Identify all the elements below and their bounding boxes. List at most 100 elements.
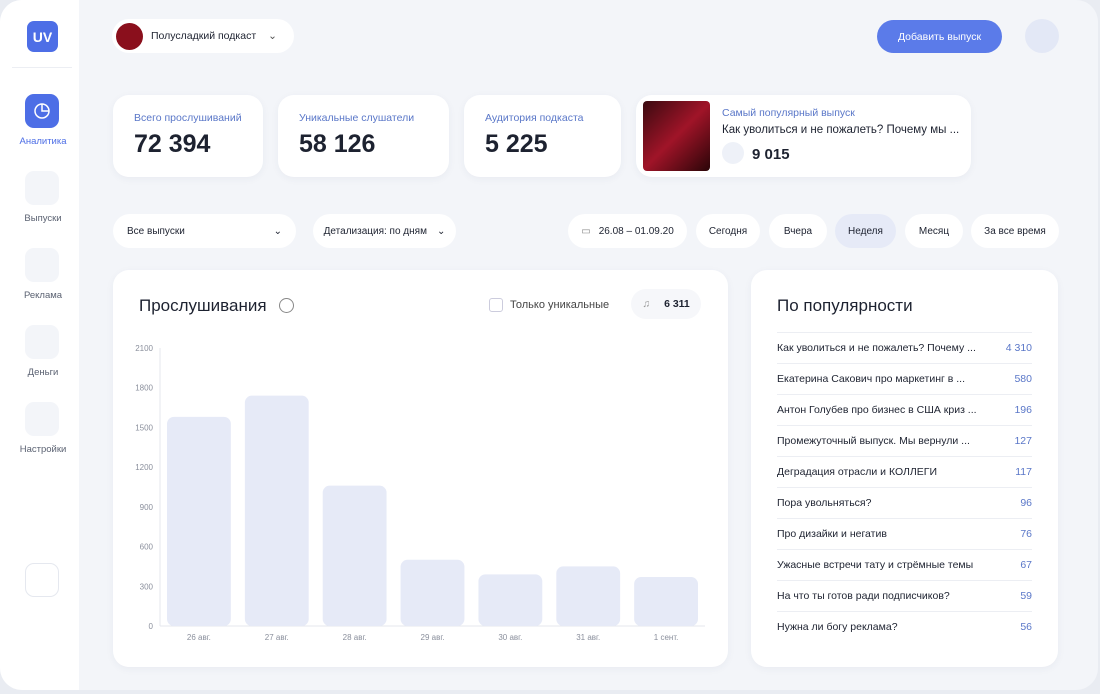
detail-filter[interactable]: Детализация: по дням ⌄ [313,214,456,248]
nav-label[interactable]: Аналитика [19,136,67,147]
nav-label[interactable]: Реклама [23,290,63,301]
y-tick-label: 1800 [135,384,153,393]
filter-text: 26.08 – 01.09.20 [598,225,674,237]
x-tick-label: 31 авг. [576,633,600,642]
stat-value: 5 225 [485,130,548,158]
help-button[interactable] [25,563,59,597]
episode-plays: 580 [1014,373,1032,385]
episode-filter[interactable]: Все выпуски ⌄ [113,214,296,248]
episode-plays: 76 [1020,528,1032,540]
popularity-row[interactable]: Пора увольняться? 96 [777,487,1032,518]
stat-card: Всего прослушиваний 72 394 [113,95,263,177]
nav-label[interactable]: Выпуски [24,213,62,224]
bar [556,566,621,626]
y-tick-label: 0 [149,622,154,631]
chart-card: Прослушивания Только уникальные ♫ 6 311 0… [113,270,728,667]
popularity-row[interactable]: Как уволиться и не пожалеть? Почему ... 4… [777,332,1032,363]
nav-icon[interactable] [25,402,59,436]
stat-label: Уникальные слушатели [299,112,415,124]
x-tick-label: 1 сент. [654,633,679,642]
checkbox[interactable] [489,298,503,312]
icon [34,103,50,119]
stat-card: Аудитория подкаста 5 225 [464,95,621,177]
popularity-row[interactable]: Ужасные встречи тату и стрёмные темы 67 [777,549,1032,580]
filter-text: Все выпуски [127,225,185,237]
add-button[interactable]: Добавить выпуск [877,20,1002,53]
period-button[interactable]: Неделя [835,214,896,248]
episode-title: Промежуточный выпуск. Мы вернули ... [777,435,970,447]
chart-title: Прослушивания [139,296,267,315]
episode-plays: 4 310 [1005,342,1032,354]
checkbox-label[interactable]: Только уникальные [510,299,610,311]
popular-label: Самый популярный выпуск [722,107,855,119]
y-tick-label: 600 [140,543,154,552]
bar [244,395,309,626]
episode-title: Екатерина Сакович про маркетинг в ... [777,373,966,385]
period-button[interactable]: За все время [971,214,1059,248]
x-tick-label: 27 авг. [265,633,289,642]
episode-cover [643,101,710,171]
nav-label[interactable]: Настройки [19,444,67,455]
x-tick-label: 26 авг. [187,633,211,642]
y-tick-label: 2100 [135,344,153,353]
bar [322,485,387,626]
popularity-list: Как уволиться и не пожалеть? Почему ... 4… [777,332,1032,642]
y-tick-label: 900 [140,503,154,512]
x-tick-label: 30 авг. [498,633,522,642]
nav-icon[interactable] [25,171,59,205]
divider [12,67,72,68]
popularity-row[interactable]: Антон Голубев про бизнес в США криз ... 1… [777,394,1032,425]
period-button[interactable]: Сегодня [696,214,760,248]
popularity-card: По популярности Как уволиться и не пожал… [751,270,1058,667]
episode-title: Антон Голубев про бизнес в США криз ... [777,404,977,416]
period-button[interactable]: Вчера [769,214,827,248]
episode-title: Как уволиться и не пожалеть? Почему ... [777,342,976,354]
episode-plays: 59 [1020,590,1032,602]
nav-label[interactable]: Деньги [27,367,59,378]
total-badge: ♫ 6 311 [631,289,701,319]
total-value: 6 311 [664,298,690,310]
nav-icon[interactable] [25,248,59,282]
bar [634,577,698,626]
date-range[interactable]: ▭ 26.08 – 01.09.20 [568,214,687,248]
period-button[interactable]: Месяц [905,214,963,248]
nav-icon[interactable] [25,325,59,359]
stat-value: 58 126 [299,130,376,158]
user-avatar[interactable] [1025,19,1059,53]
episode-plays: 196 [1014,404,1032,416]
episode-plays: 67 [1020,559,1032,571]
episode-title: На что ты готов ради подписчиков? [777,590,950,602]
episode-title: Пора увольняться? [777,497,872,509]
stat-label: Всего прослушиваний [134,112,242,124]
x-tick-label: 29 авг. [421,633,445,642]
nav-icon[interactable] [25,94,59,128]
podcast-avatar [116,22,143,50]
episode-plays: 96 [1020,497,1032,509]
bar [478,574,543,626]
stat-card: Уникальные слушатели 58 126 [278,95,449,177]
popularity-row[interactable]: Нужна ли богу реклама? 56 [777,611,1032,642]
help-icon [279,298,294,313]
popular-plays: 9 015 [752,146,790,163]
podcast-name: Полусладкий подкаст [151,30,257,42]
y-tick-label: 1200 [135,463,153,472]
popular-card[interactable]: Самый популярный выпуск Как уволиться и … [636,95,971,177]
podcast-select[interactable]: Полусладкий подкаст ⌄ [112,19,294,53]
episode-title: Про дизайки и негатив [777,528,887,540]
popularity-row[interactable]: Екатерина Сакович про маркетинг в ... 580 [777,363,1032,394]
popularity-row[interactable]: Деградация отрасли и КОЛЛЕГИ 117 [777,456,1032,487]
episode-title: Деградация отрасли и КОЛЛЕГИ [777,466,938,478]
episode-plays: 127 [1014,435,1032,447]
sidebar: UV Аналитика Выпуски Реклама Деньги Наст… [0,0,79,690]
episode-title: Нужна ли богу реклама? [777,621,898,633]
popularity-row[interactable]: Про дизайки и негатив 76 [777,518,1032,549]
episode-title: Ужасные встречи тату и стрёмные темы [777,559,974,571]
popularity-row[interactable]: Промежуточный выпуск. Мы вернули ... 127 [777,425,1032,456]
y-tick-label: 1500 [135,423,153,432]
popular-title: Как уволиться и не пожалеть? Почему мы .… [722,124,960,136]
logo[interactable]: UV [27,21,58,52]
popularity-row[interactable]: На что ты готов ради подписчиков? 59 [777,580,1032,611]
stat-label: Аудитория подкаста [485,112,584,124]
episode-plays: 56 [1020,621,1032,633]
